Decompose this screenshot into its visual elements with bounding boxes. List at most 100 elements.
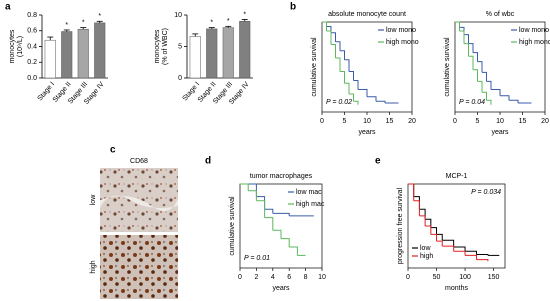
- y-axis-label: monocytes: [9, 29, 16, 63]
- survival-step: [349, 93, 354, 102]
- significance-mark: *: [65, 22, 68, 29]
- legend-label: high mono: [386, 39, 419, 46]
- survival-step: [442, 239, 455, 247]
- survival-step: [419, 215, 426, 226]
- survival-step: [453, 250, 466, 256]
- bar: [77, 28, 89, 79]
- survival-step: [473, 69, 478, 82]
- y-axis-label: cumulative survival: [229, 196, 236, 256]
- legend-label: low mono: [386, 27, 416, 34]
- plot-frame: [239, 183, 323, 269]
- x-tick-label: 10: [318, 274, 326, 281]
- survival-step: [264, 208, 274, 214]
- y-axis-label: progression free survival: [397, 187, 404, 264]
- survival-step: [477, 61, 483, 73]
- survival-step: [413, 196, 420, 210]
- significance-mark: *: [98, 13, 101, 20]
- x-tick-label: 0: [453, 118, 457, 125]
- y-axis-label: cumulative survival: [444, 37, 451, 97]
- y-axis-label: (10⁹/L): [17, 36, 24, 57]
- ihc-image-high: [100, 235, 178, 299]
- survival-step: [340, 50, 345, 60]
- survival-step: [491, 89, 501, 96]
- y-tick-label: 0.4: [27, 43, 37, 50]
- y-tick-label: 5: [178, 43, 182, 50]
- significance-mark: *: [227, 18, 230, 25]
- survival-step: [500, 95, 510, 101]
- survival-step: [473, 52, 478, 62]
- survival-step: [331, 32, 336, 42]
- legend-label: low mac: [296, 189, 322, 196]
- survival-step: [465, 254, 477, 260]
- legend-label: high mac: [296, 201, 325, 208]
- legend-label: high mono: [519, 39, 550, 46]
- x-tick-label: 0: [320, 118, 324, 125]
- panel-label: c: [110, 145, 116, 156]
- survival-step: [344, 82, 350, 94]
- x-tick-label: 5: [343, 118, 347, 125]
- survival-step: [408, 183, 415, 197]
- bar: [222, 27, 234, 79]
- survival-step: [419, 208, 426, 220]
- survival-step: [455, 21, 460, 28]
- image-row-label: high: [90, 260, 97, 273]
- survival-step: [465, 250, 477, 255]
- panel-label: b: [290, 2, 296, 13]
- significance-mark: *: [82, 19, 85, 26]
- survival-step: [408, 183, 415, 201]
- survival-step: [367, 96, 377, 102]
- survival-step: [476, 254, 489, 256]
- x-tick-label: 2: [254, 274, 258, 281]
- x-tick-label: 10: [496, 118, 504, 125]
- survival-step: [326, 26, 332, 33]
- survival-step: [464, 43, 469, 57]
- y-axis-label: monocytes: [154, 29, 161, 63]
- bar: [206, 28, 218, 79]
- survival-step: [289, 246, 298, 256]
- bar: [61, 31, 73, 79]
- survival-step: [344, 59, 350, 72]
- x-tick-label: 8: [304, 274, 308, 281]
- significance-mark: *: [210, 19, 213, 26]
- p-value: P = 0.01: [244, 255, 270, 262]
- bar: [94, 22, 106, 79]
- survival-step: [436, 233, 443, 241]
- survival-step: [486, 99, 492, 105]
- x-tick-label: 15: [519, 118, 527, 125]
- p-value: P = 0.04: [459, 99, 485, 106]
- x-tick-label: 50: [433, 274, 441, 281]
- p-value: P = 0.034: [471, 189, 501, 196]
- legend-label: high: [420, 253, 433, 260]
- survival-step: [335, 57, 341, 72]
- survival-step: [340, 71, 345, 84]
- x-axis-label: years: [491, 129, 509, 136]
- survival-step: [482, 71, 487, 82]
- survival-step: [322, 21, 327, 27]
- survival-step: [272, 229, 282, 239]
- x-axis-label: years: [272, 285, 290, 292]
- x-tick-label: 5: [476, 118, 480, 125]
- x-tick-label: 150: [488, 274, 500, 281]
- y-tick-label: 0: [178, 75, 182, 82]
- significance-mark: *: [243, 11, 246, 18]
- bar: [44, 39, 56, 79]
- x-tick-label: 20: [408, 118, 416, 125]
- x-tick-label: 0: [238, 274, 242, 281]
- tissue-gap: [100, 195, 178, 212]
- panel-label: e: [375, 156, 381, 167]
- chart-title: MCP-1: [446, 173, 468, 180]
- survival-step: [331, 44, 336, 58]
- panel-label: d: [205, 156, 211, 167]
- survival-step: [256, 200, 266, 218]
- survival-step: [509, 99, 519, 103]
- x-axis-label: months: [445, 285, 468, 292]
- survival-step: [248, 190, 257, 201]
- x-tick-label: 0: [406, 274, 410, 281]
- survival-step: [442, 245, 455, 252]
- y-tick-label: 0.2: [27, 59, 37, 66]
- x-tick-label: 6: [287, 274, 291, 281]
- x-axis-label: years: [358, 129, 376, 136]
- p-value: P = 0.02: [326, 99, 352, 106]
- survival-step: [425, 225, 432, 235]
- x-tick-label: 100: [459, 274, 471, 281]
